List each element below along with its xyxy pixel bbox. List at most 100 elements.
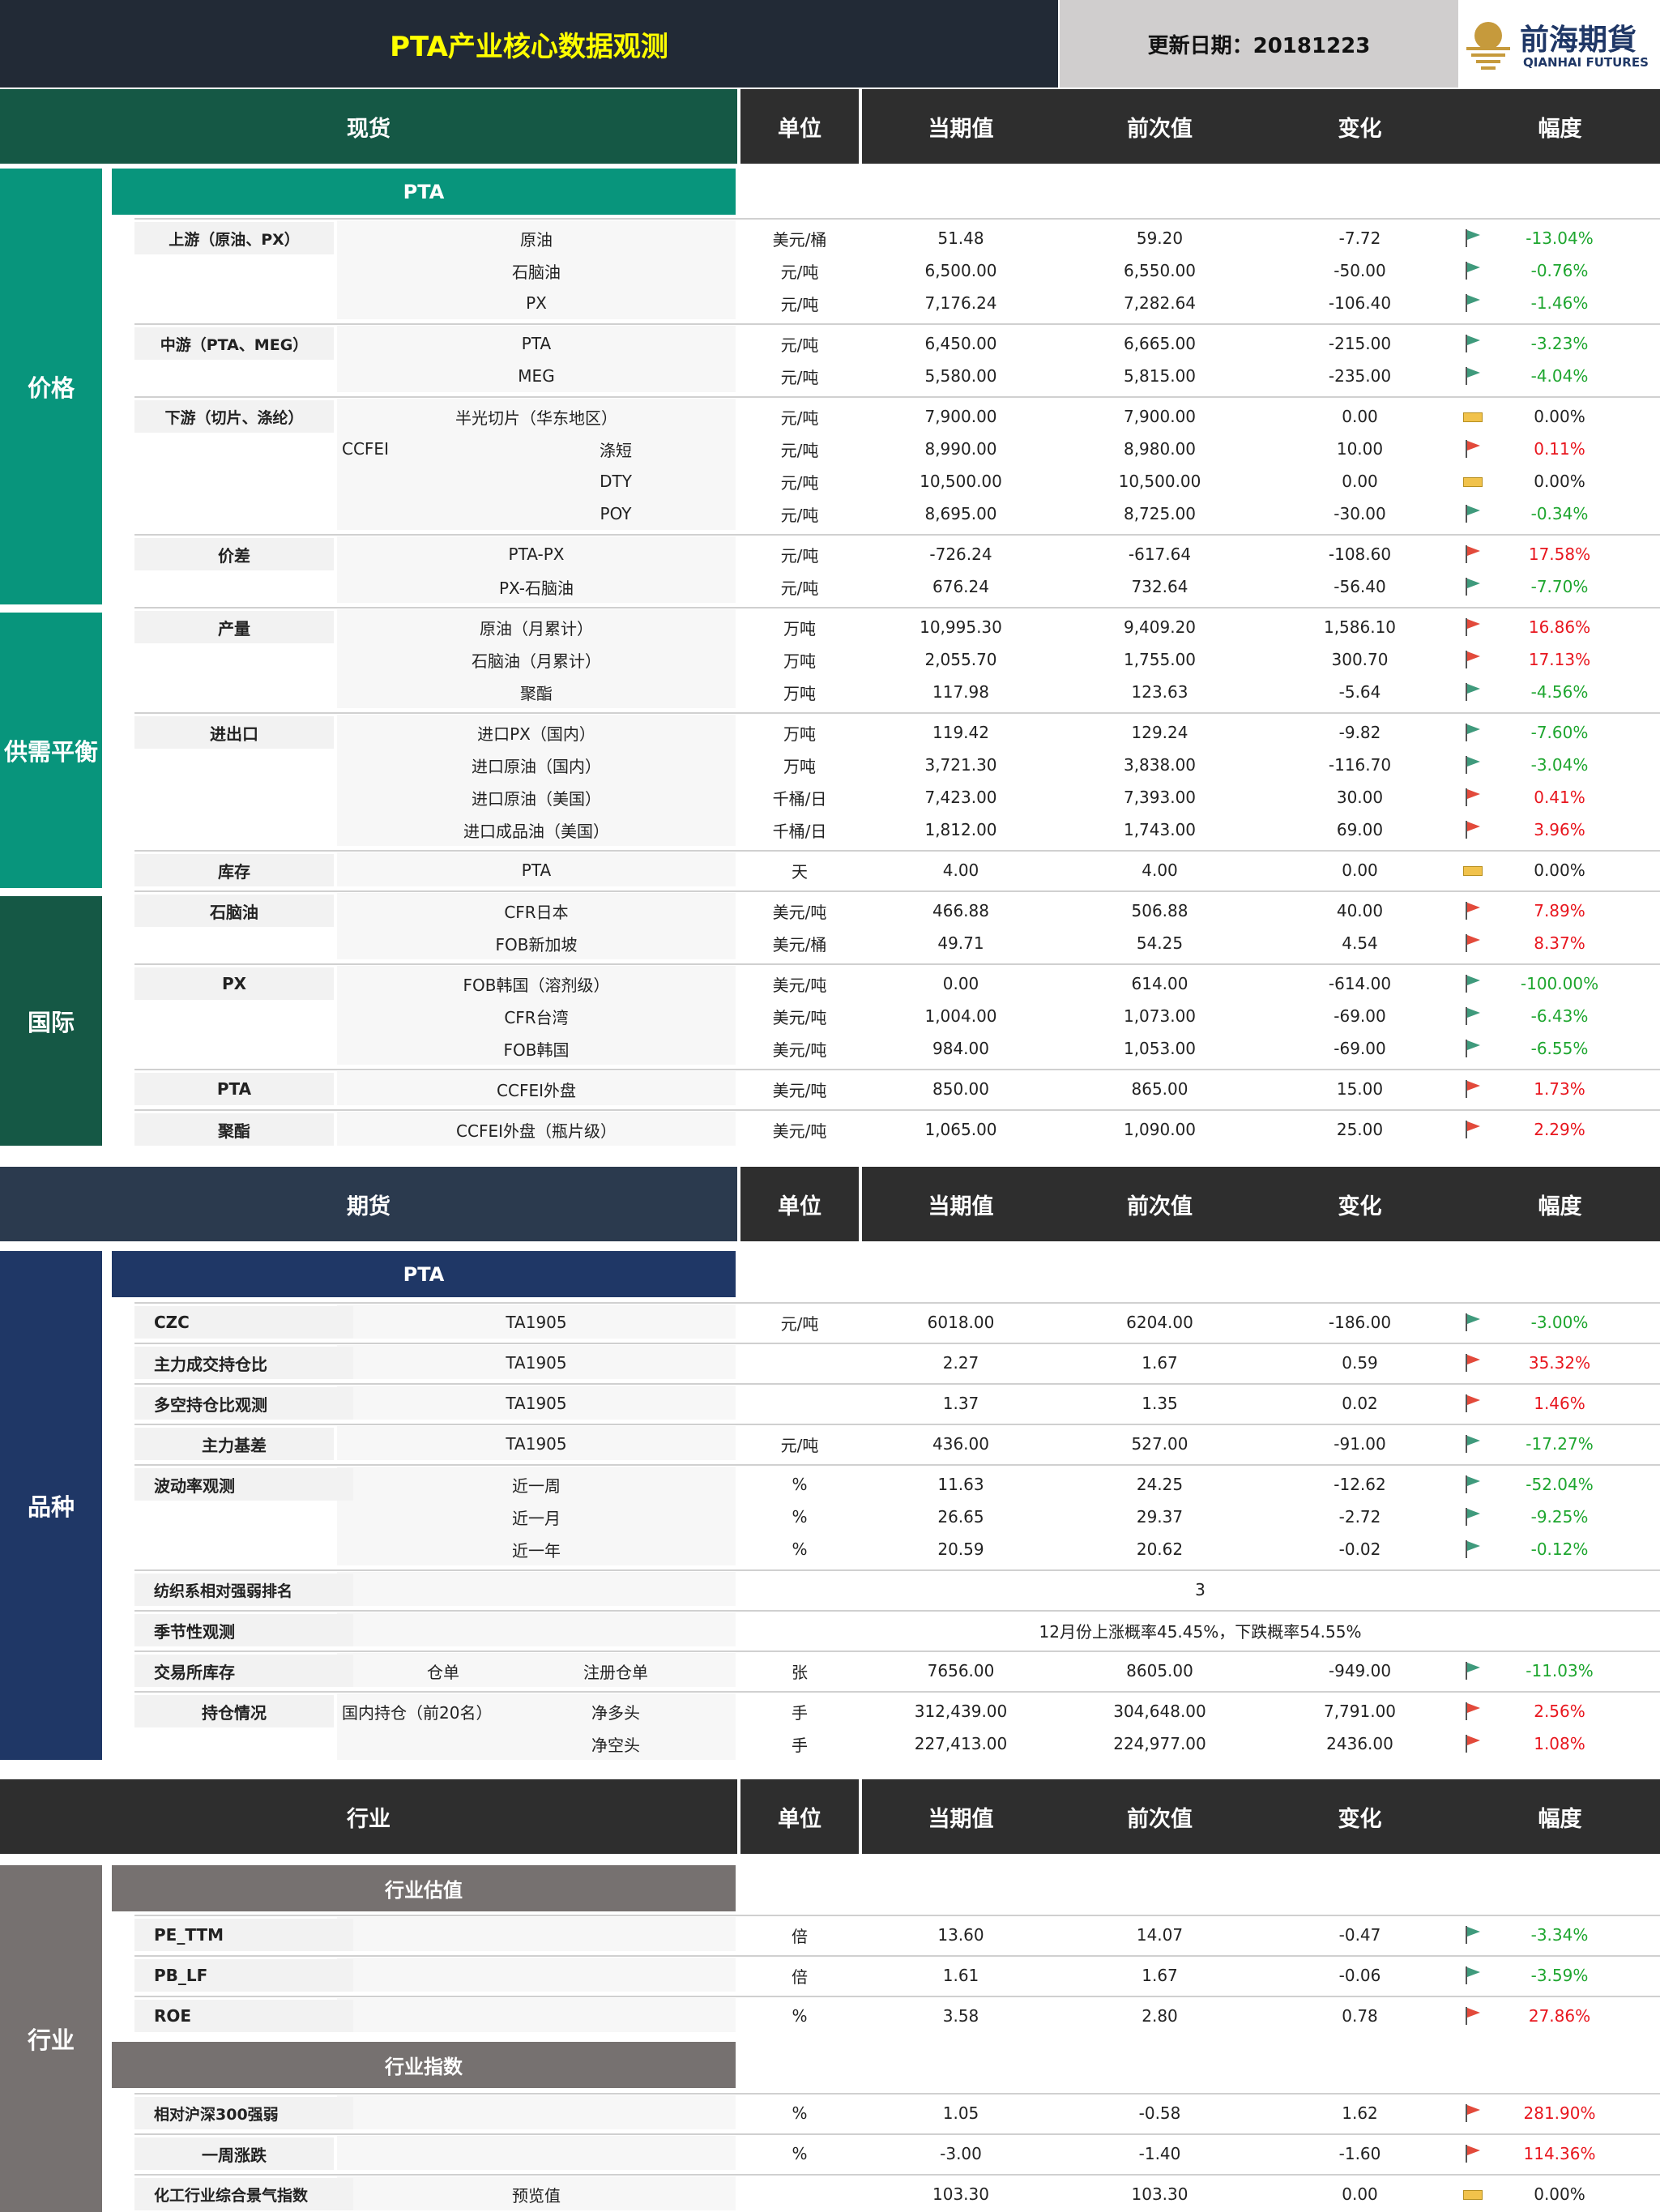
- name-column-bg: [337, 2095, 736, 2129]
- unit-cell: 元/吨: [780, 1435, 819, 1455]
- percent-change: 27.86%: [1528, 2006, 1591, 2026]
- category-label: 库存: [134, 854, 334, 886]
- name-column-bg: [337, 966, 736, 1065]
- industry-header-col-4: 幅度: [1460, 1779, 1660, 1854]
- previous-value: 10,500.00: [1118, 472, 1201, 491]
- unit-cell: 千桶/日: [772, 788, 827, 809]
- percent-change: -0.76%: [1530, 261, 1589, 280]
- company-logo: 前海期貨 QIANHAI FUTURES: [1458, 0, 1660, 88]
- previous-value: -617.64: [1128, 544, 1192, 564]
- change-value: -0.06: [1338, 1966, 1381, 1985]
- current-value: 10,995.30: [920, 617, 1002, 637]
- change-value: 0.00: [1342, 860, 1378, 880]
- block-separator: [134, 963, 1660, 965]
- name-column-bg: [337, 536, 736, 603]
- up-flag-icon: [1465, 545, 1481, 563]
- category-label: 进出口: [134, 716, 334, 749]
- industry-header-col-0: 单位: [740, 1779, 859, 1854]
- block-separator: [134, 1915, 1660, 1916]
- down-flag-icon: [1465, 294, 1481, 312]
- previous-value: 20.62: [1136, 1539, 1184, 1559]
- down-flag-icon: [1465, 756, 1481, 774]
- item-name: TA1905: [506, 1434, 567, 1454]
- down-flag-icon: [1465, 505, 1481, 523]
- item-name: CFR日本: [504, 902, 569, 922]
- current-value: 49.71: [937, 933, 984, 953]
- current-value: 1.05: [942, 2103, 979, 2123]
- category-label: 聚酯: [134, 1113, 334, 1146]
- percent-change: 0.00%: [1534, 2184, 1585, 2204]
- block-separator: [134, 396, 1660, 398]
- previous-value: 29.37: [1136, 1507, 1184, 1527]
- unit-cell: 万吨: [783, 683, 816, 703]
- item-name: 石脑油（月累计）: [472, 651, 601, 671]
- current-value: 7,423.00: [924, 788, 997, 807]
- current-value: 6,450.00: [924, 334, 997, 353]
- change-value: 300.70: [1331, 650, 1389, 669]
- unit-cell: 美元/桶: [772, 934, 827, 954]
- futures-header-col-0: 单位: [740, 1167, 859, 1241]
- futures-header-col-2: 前次值: [1060, 1167, 1260, 1241]
- name-column-bg: [337, 1998, 736, 2032]
- change-value: 0.78: [1342, 2006, 1378, 2026]
- name-column-bg: [337, 1112, 736, 1146]
- futures-header-col-4: 幅度: [1460, 1167, 1660, 1241]
- category-label: 持仓情况: [134, 1695, 334, 1727]
- current-value: 2.27: [942, 1353, 979, 1373]
- percent-change: 17.58%: [1528, 544, 1591, 564]
- down-flag-icon: [1465, 1313, 1481, 1331]
- change-value: 10.00: [1336, 439, 1384, 459]
- percent-change: -3.04%: [1530, 755, 1589, 775]
- percent-change: -6.55%: [1530, 1039, 1589, 1058]
- change-value: -30.00: [1334, 504, 1386, 523]
- change-value: 25.00: [1336, 1120, 1384, 1139]
- category-label: 多空持仓比观测: [134, 1387, 353, 1420]
- previous-value: 506.88: [1131, 901, 1188, 920]
- current-value: 0.00: [942, 974, 979, 993]
- block-separator: [134, 1109, 1660, 1111]
- percent-change: 3.96%: [1534, 820, 1585, 839]
- change-value: 0.59: [1342, 1353, 1378, 1373]
- change-value: -614.00: [1328, 974, 1392, 993]
- change-value: -1.60: [1338, 2144, 1381, 2163]
- unit-cell: 元/吨: [780, 505, 819, 525]
- change-value: -2.72: [1338, 1507, 1381, 1527]
- unit-cell: 元/吨: [780, 578, 819, 598]
- category-label: 化工行业综合景气指数: [134, 2178, 353, 2210]
- down-flag-icon: [1465, 1435, 1481, 1453]
- group-industry: 行业: [0, 1865, 102, 2212]
- percent-change: 0.00%: [1534, 407, 1585, 426]
- percent-change: -3.59%: [1530, 1966, 1589, 1985]
- name-column-bg: [337, 715, 736, 846]
- spot-header-col-4: 幅度: [1460, 89, 1660, 164]
- down-flag-icon: [1465, 335, 1481, 352]
- previous-value: 14.07: [1136, 1925, 1184, 1945]
- item-name-right: 涤短: [600, 440, 632, 460]
- category-label: 石脑油: [134, 895, 334, 927]
- unit-cell: [740, 2178, 859, 2210]
- block-separator: [134, 1383, 1660, 1385]
- percent-change: -6.43%: [1530, 1006, 1589, 1026]
- up-flag-icon: [1465, 1702, 1481, 1720]
- category-label: 上游（原油、PX）: [134, 222, 334, 254]
- up-flag-icon: [1465, 1121, 1481, 1138]
- category-label: 季节性观测: [134, 1614, 353, 1646]
- change-value: -69.00: [1334, 1039, 1386, 1058]
- current-value: 7656.00: [927, 1661, 995, 1680]
- change-value: 69.00: [1336, 820, 1384, 839]
- name-column-bg: [337, 609, 736, 708]
- current-value: 51.48: [937, 228, 984, 248]
- futures-pta-subheader: PTA: [112, 1251, 736, 1297]
- previous-value: 1,090.00: [1123, 1120, 1197, 1139]
- block-separator: [134, 1610, 1660, 1612]
- item-name: TA1905: [506, 1394, 567, 1413]
- item-name: 进口成品油（美国）: [463, 821, 609, 841]
- block-separator: [134, 1302, 1660, 1304]
- percent-change: 0.00%: [1534, 860, 1585, 880]
- unit-cell: %: [792, 2103, 808, 2123]
- previous-value: 24.25: [1136, 1475, 1184, 1494]
- change-value: -949.00: [1328, 1661, 1392, 1680]
- up-flag-icon: [1465, 821, 1481, 839]
- current-value: 6018.00: [927, 1313, 995, 1332]
- item-name-right: 注册仓单: [583, 1662, 648, 1682]
